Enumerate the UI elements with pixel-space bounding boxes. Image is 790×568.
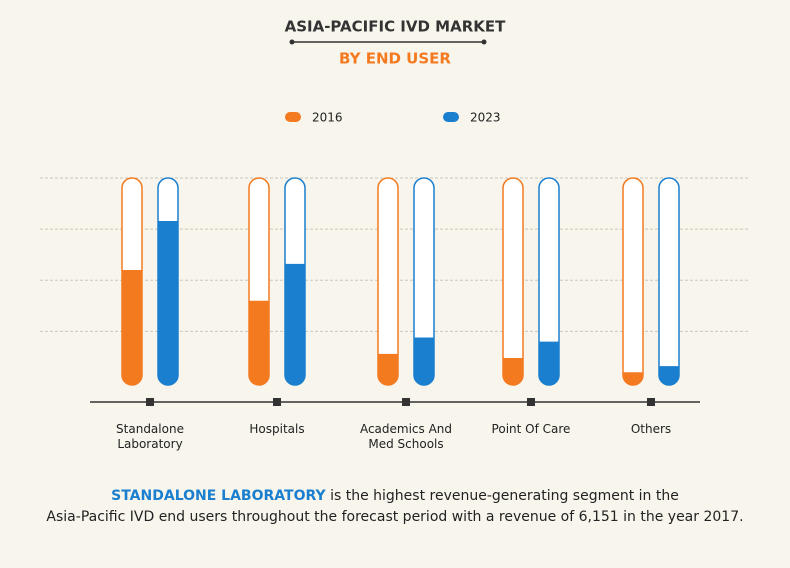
bar [285,263,305,385]
x-tick [527,398,535,406]
bar [249,300,269,385]
bar [158,220,178,385]
footnote: STANDALONE LABORATORY is the highest rev… [0,486,790,528]
x-tick [273,398,281,406]
rule-dot [481,39,487,45]
chart-title: ASIA-PACIFIC IVD MARKET [285,18,507,36]
x-tick-label: Hospitals [249,422,305,436]
bar [378,353,398,385]
bar [122,270,142,385]
legend-label: 2023 [470,111,501,125]
bar [539,341,559,385]
bar [623,372,643,385]
chart-subtitle: BY END USER [339,50,451,68]
x-tick-label: Standalone Laboratory [116,422,184,451]
x-tick-label: Point Of Care [491,422,571,436]
tube [622,177,644,386]
legend-swatch [285,112,301,122]
x-tick-label: Others [630,422,672,436]
tube [658,177,680,386]
x-tick [402,398,410,406]
highlight: STANDALONE LABORATORY [111,488,326,504]
x-tick-label: Academics And Med Schools [359,422,453,451]
rule-dot [289,39,295,45]
footnote-text: is the highest revenue-generating segmen… [46,488,744,525]
bar [414,337,434,385]
legend-label: 2016 [312,111,343,125]
x-tick [647,398,655,406]
x-tick [146,398,154,406]
legend-swatch [443,112,459,122]
tube [502,177,524,386]
bar [503,357,523,385]
bar [659,366,679,385]
